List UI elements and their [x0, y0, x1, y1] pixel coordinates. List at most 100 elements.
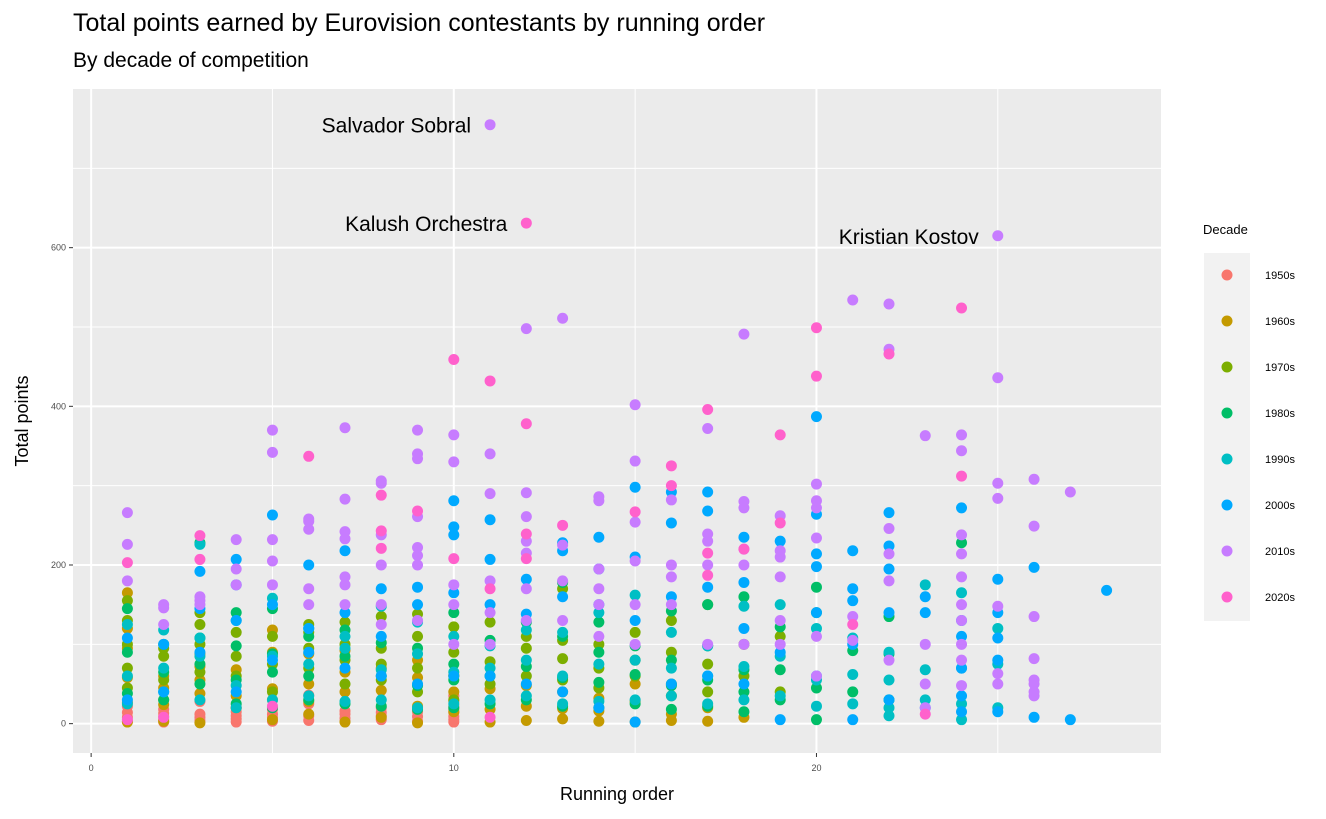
data-point [738, 686, 750, 698]
data-point [702, 698, 714, 710]
data-point [266, 666, 278, 678]
series-1990s [121, 538, 1004, 726]
data-point [339, 599, 351, 611]
legend-key-2010s [1221, 545, 1233, 557]
data-point [593, 702, 605, 714]
data-point [339, 526, 351, 538]
data-point [883, 575, 895, 587]
data-point [412, 702, 424, 714]
data-point [158, 694, 170, 706]
data-point [448, 670, 460, 682]
data-point [992, 600, 1004, 612]
data-point [810, 581, 822, 593]
data-point [593, 531, 605, 543]
data-point [230, 579, 242, 591]
data-point [810, 630, 822, 642]
data-point [266, 446, 278, 458]
data-point [1028, 520, 1040, 532]
data-point [230, 615, 242, 627]
data-point [593, 583, 605, 595]
data-point [919, 664, 931, 676]
data-point [1028, 653, 1040, 665]
data-point [665, 690, 677, 702]
data-point [738, 706, 750, 718]
data-point [738, 559, 750, 571]
data-point [774, 714, 786, 726]
x-axis-title: Running order [560, 784, 674, 804]
data-point [774, 646, 786, 658]
data-point [665, 678, 677, 690]
data-point [484, 662, 496, 674]
data-point [810, 607, 822, 619]
data-point [883, 654, 895, 666]
data-point [919, 579, 931, 591]
data-point [665, 571, 677, 583]
data-point [992, 477, 1004, 489]
data-point [665, 559, 677, 571]
data-point [702, 581, 714, 593]
data-point [194, 618, 206, 630]
data-point [121, 557, 133, 569]
data-point [375, 599, 387, 611]
data-point [629, 626, 641, 638]
data-point [992, 654, 1004, 666]
data-point [738, 661, 750, 673]
legend-key-1970s [1221, 361, 1233, 373]
data-point [339, 678, 351, 690]
legend-label-2020s: 2020s [1265, 592, 1295, 604]
y-axis-title: Total points [12, 375, 32, 466]
data-point [883, 548, 895, 560]
data-point [121, 587, 133, 599]
data-point [557, 626, 569, 638]
data-point [593, 676, 605, 688]
data-point [266, 700, 278, 712]
data-point [375, 630, 387, 642]
data-point [593, 658, 605, 670]
data-point [738, 543, 750, 555]
data-point [774, 638, 786, 650]
data-point [303, 523, 315, 535]
data-point [702, 547, 714, 559]
data-point [665, 615, 677, 627]
y-tick-label: 600 [51, 243, 66, 253]
data-point [665, 494, 677, 506]
data-point [158, 711, 170, 723]
legend-label-1970s: 1970s [1265, 362, 1295, 374]
data-point [520, 642, 532, 654]
data-point [810, 322, 822, 334]
data-point [303, 708, 315, 720]
data-point [702, 638, 714, 650]
data-point [847, 294, 859, 306]
data-point [883, 607, 895, 619]
data-point [665, 662, 677, 674]
data-point [847, 545, 859, 557]
data-point [738, 591, 750, 603]
data-point [412, 559, 424, 571]
data-point [956, 587, 968, 599]
data-point [339, 579, 351, 591]
data-point [557, 670, 569, 682]
data-point [339, 650, 351, 662]
data-point [1064, 486, 1076, 498]
plot-panel [73, 89, 1161, 753]
data-point [956, 529, 968, 541]
data-point [520, 217, 532, 229]
annotation-label: Kristian Kostov [839, 226, 980, 249]
data-point [194, 717, 206, 729]
data-point [266, 714, 278, 726]
data-point [448, 686, 460, 698]
data-point [629, 599, 641, 611]
data-point [810, 714, 822, 726]
legend-key-1980s [1221, 407, 1233, 419]
data-point [230, 640, 242, 652]
data-point [702, 569, 714, 581]
data-point [1028, 674, 1040, 686]
legend: Decade 1950s 1960s 1970s 1980s 1990s 2000s 201… [1203, 222, 1295, 621]
data-point [883, 646, 895, 658]
data-point [847, 634, 859, 646]
data-point [194, 646, 206, 658]
data-point [919, 430, 931, 442]
data-point [303, 599, 315, 611]
data-point [194, 694, 206, 706]
x-tick-label: 20 [811, 763, 821, 773]
